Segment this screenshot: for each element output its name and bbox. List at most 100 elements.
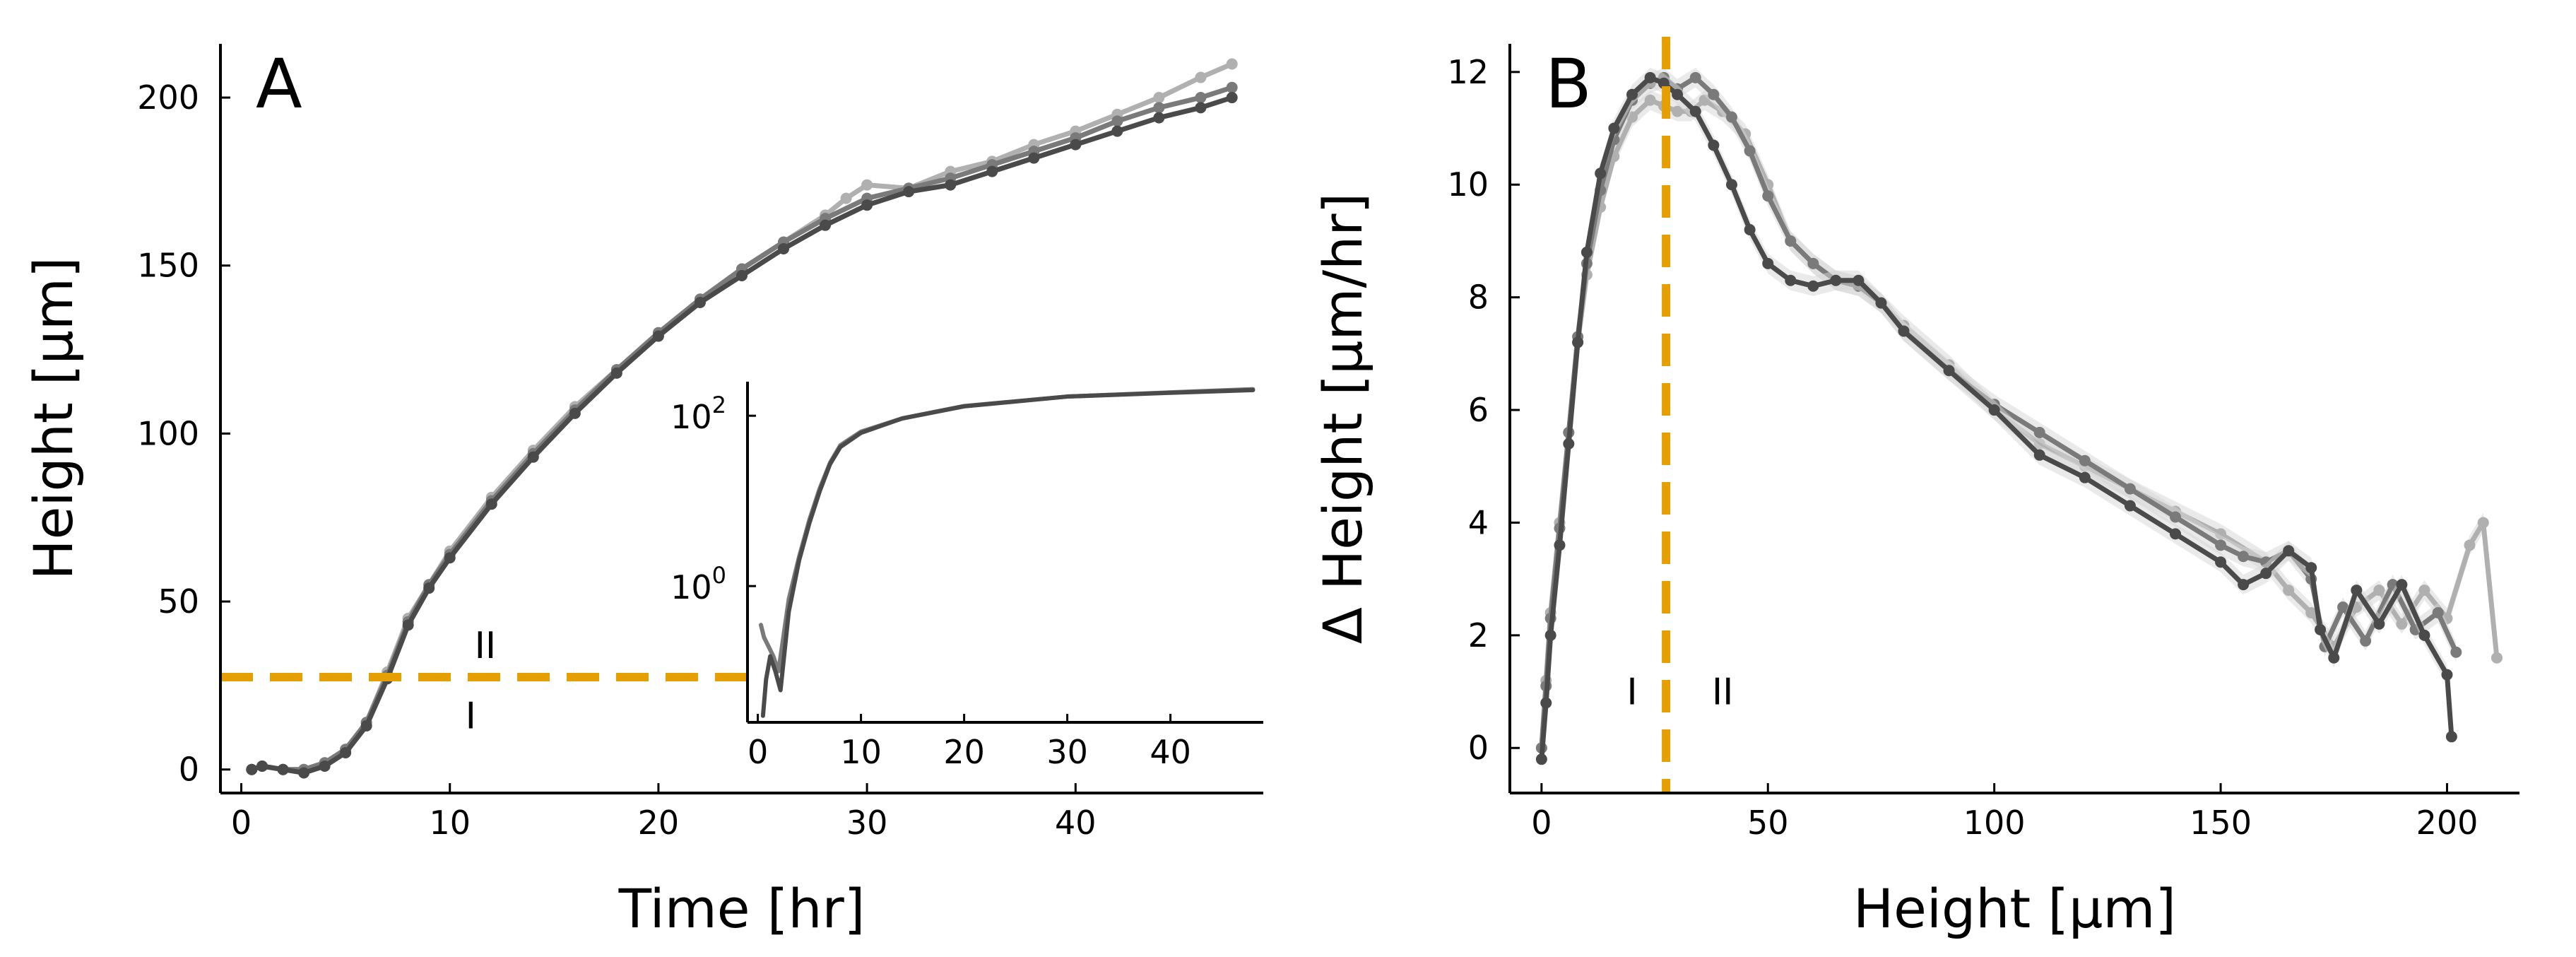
inset-x-tick-label: 10 [840,733,882,771]
data-point [2033,426,2045,438]
data-point [1658,77,1670,89]
data-point [423,582,435,594]
inset-x-tick-label: 30 [1046,733,1088,771]
data-point [360,720,372,732]
inset-x-tick-label: 0 [748,733,768,771]
y-tick-label: 150 [137,247,199,285]
data-point [1226,58,1238,70]
data-point [402,619,414,631]
inset-background [748,382,1263,722]
data-point [610,367,622,379]
x-axis-label: Height [μm] [1853,877,2176,940]
data-point [2432,606,2444,618]
data-point [1070,139,1082,151]
data-point [1554,539,1566,551]
data-point [861,179,873,191]
data-point [2305,606,2317,618]
data-point [2124,483,2136,495]
data-point [1830,274,1842,286]
data-point [256,760,268,772]
data-point [1708,88,1720,100]
data-point [298,767,310,779]
x-tick-label: 30 [846,804,888,842]
data-point [2351,585,2363,597]
data-point [2305,562,2317,574]
data-point [1762,190,1774,202]
data-point [2396,579,2408,591]
data-point [2315,623,2327,635]
data-point [444,552,456,564]
phase-label: II [475,625,497,667]
data-point [1644,71,1656,83]
inset-x-tick-label: 20 [943,733,985,771]
data-point [820,219,832,231]
data-point [1563,438,1575,450]
y-tick-label: 8 [1468,278,1489,317]
inset-x-tick-label: 40 [1150,733,1191,771]
data-point [2215,556,2227,568]
data-point [1153,92,1165,104]
data-point [1988,404,2000,416]
data-point [2079,471,2091,483]
data-point [2079,454,2091,466]
x-tick-label: 40 [1055,804,1097,842]
data-point [1785,274,1797,286]
data-point [1744,145,1756,157]
data-point [2418,629,2430,641]
data-point [2238,579,2250,591]
data-point [2491,652,2503,664]
tick-base: 10 [670,568,712,606]
data-point [1708,139,1720,151]
data-point [2477,517,2489,529]
data-point [1226,81,1238,93]
data-point [1689,105,1701,117]
series-line-2 [760,387,1255,718]
tick-exponent: 0 [712,562,726,589]
x-tick-label: 20 [638,804,680,842]
data-point [1875,297,1887,309]
data-point [1898,325,1910,337]
data-point [1195,92,1207,104]
data-point [1226,92,1238,104]
data-point [945,179,957,191]
data-point [1943,365,1955,377]
data-point [1762,257,1774,269]
data-point [1195,71,1207,83]
data-point [1785,235,1797,247]
data-point [1572,336,1584,348]
x-tick-label: 10 [429,804,471,842]
data-point [1028,152,1040,164]
data-point [1725,111,1737,123]
data-point [2464,539,2476,551]
data-point [2283,585,2295,597]
x-tick-label: 50 [1747,804,1789,842]
x-tick-label: 200 [2416,804,2478,842]
phase-label: I [466,695,476,738]
data-point [2169,528,2181,540]
x-tick-label: 0 [231,804,252,842]
panel-label: B [1545,45,1592,124]
data-point [277,763,289,775]
y-tick-label: 0 [1468,729,1489,767]
data-point [2033,449,2045,461]
data-point [986,165,998,177]
y-tick-label: 100 [137,414,199,452]
data-point [1725,179,1737,191]
inset-y-tick-label: 100 [670,562,726,606]
data-point [736,269,748,281]
data-point [1535,753,1547,765]
data-point [1595,168,1607,180]
data-point [1111,125,1123,137]
data-point [569,407,581,419]
data-point [1195,102,1207,114]
y-tick-label: 4 [1468,503,1489,541]
phase-label: I [1626,671,1637,714]
data-point [2328,652,2340,664]
tick-exponent: 2 [712,392,726,418]
data-point [2169,511,2181,523]
data-point [527,451,539,463]
data-point [2441,669,2453,681]
